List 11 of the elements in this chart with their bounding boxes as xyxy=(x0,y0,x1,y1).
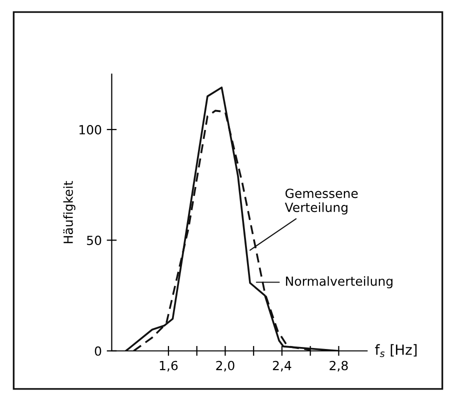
y-tick-label: 50 xyxy=(87,236,102,246)
x-tick-label: 1,6 xyxy=(160,360,178,372)
y-tick-label: 100 xyxy=(80,124,102,134)
x-tick-label: 2,8 xyxy=(330,360,348,372)
y-tick-label: 0 xyxy=(94,346,102,356)
x-tick-label: 2,0 xyxy=(216,360,234,372)
y-axis-title: Häufigkeit xyxy=(63,181,76,244)
x-axis-title: f$_{s}$ [Hz] xyxy=(375,344,417,358)
x-tick-label: 2,4 xyxy=(272,360,292,372)
annotation: Normalverteilung xyxy=(286,276,392,288)
annotation: Gemessene Verteilung xyxy=(284,188,358,215)
